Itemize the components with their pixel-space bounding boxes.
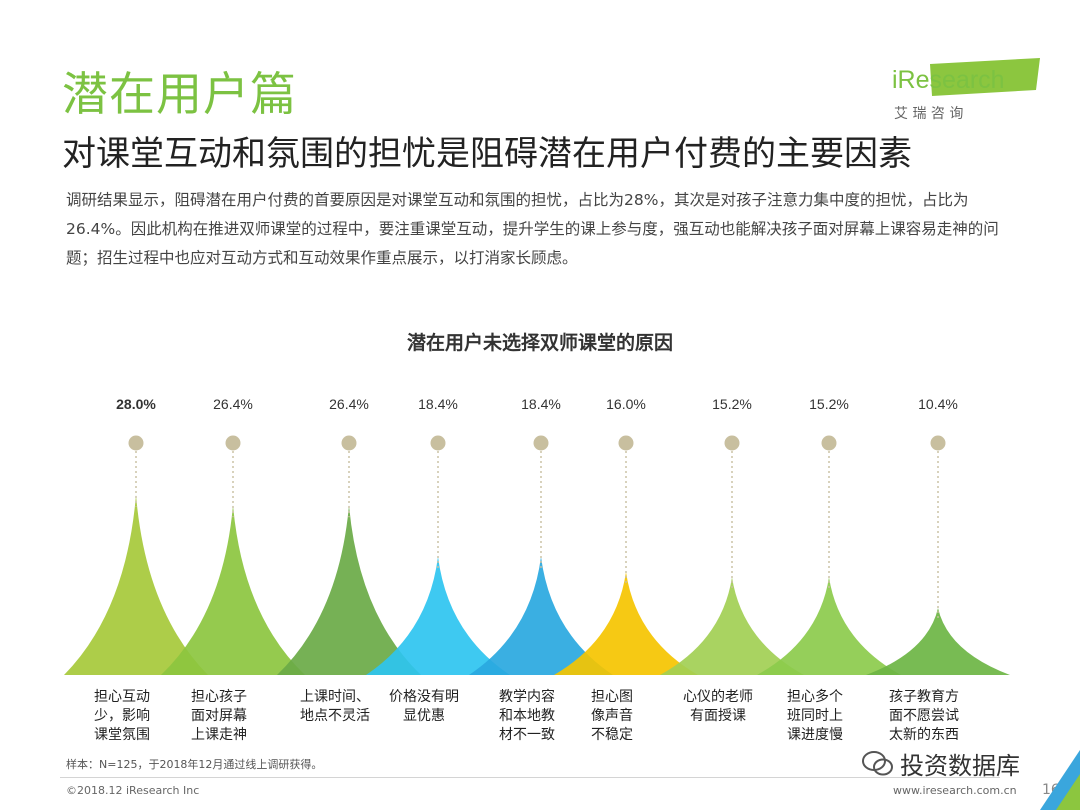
copyright: ©2018.12 iResearch Inc [66,784,200,797]
chart-value-labels: 28.0% 26.4% 26.4% 18.4% 18.4% 16.0% 15.2% 15.2%… [116,396,958,412]
peak-7 [660,577,804,675]
peak-1 [64,495,208,675]
chart-pins [128,435,946,621]
value-label-2: 26.4% [213,396,253,412]
reasons-chart: 28.0% 26.4% 26.4% 18.4% 18.4% 16.0% 15.2% 15.2%… [64,396,1010,743]
peak-2 [161,505,305,675]
category-label-8: 担心多个班同时上课进度慢 [787,688,843,743]
category-label-9: 孩子教育方面不愿尝试太新的东西 [889,689,959,743]
chart-peaks [64,495,1010,675]
category-label-7: 心仪的老师有面授课 [683,689,753,724]
value-label-4: 18.4% [418,396,458,412]
chart-title: 潜在用户未选择双师课堂的原因 [406,332,673,354]
pin-head-7 [724,435,740,451]
intro-paragraph: 调研结果显示，阻碍潜在用户付费的首要原因是对课堂互动和氛围的担忧，占比为28%，… [66,191,999,267]
peak-8 [757,577,901,675]
peak-9 [866,608,1010,675]
pin-head-3 [341,435,357,451]
pin-head-6 [618,435,634,451]
sample-footnote: 样本：N=125，于2018年12月通过线上调研获得。 [66,758,323,771]
corner-decoration [1040,750,1080,810]
value-label-6: 16.0% [606,396,646,412]
category-label-3: 上课时间、地点不灵活 [300,689,370,724]
value-label-7: 15.2% [712,396,752,412]
peak-4 [366,556,510,675]
logo-subtitle: 艾 瑞 咨 询 [894,106,963,122]
peak-6 [554,572,698,675]
footer-divider [60,777,1000,778]
category-label-2: 担心孩子面对屏幕上课走神 [191,689,247,743]
page-headline: 对课堂互动和氛围的担忧是阻碍潜在用户付费的主要因素 [62,134,912,174]
category-label-5: 教学内容和本地教材不一致 [499,688,555,743]
logo-wordmark: iResearch [892,66,1005,94]
value-label-5: 18.4% [521,396,561,412]
pin-head-1 [128,435,144,451]
wechat-icon [862,750,893,775]
category-label-4: 价格没有明显优惠 [389,689,459,724]
category-label-6: 担心图像声音不稳定 [591,689,633,743]
peak-3 [277,505,421,675]
category-label-1: 担心互动少，影响课堂氛围 [94,689,150,743]
iresearch-logo: iResearch 艾 瑞 咨 询 [892,58,1040,122]
pin-head-5 [533,435,549,451]
pin-head-8 [821,435,837,451]
logo-banner [930,58,1040,96]
pin-head-9 [930,435,946,451]
watermark: 投资数据库 [862,746,1020,781]
value-label-3: 26.4% [329,396,369,412]
peak-5 [469,556,613,675]
pin-head-2 [225,435,241,451]
section-title: 潜在用户篇 [62,67,297,121]
pin-head-4 [430,435,446,451]
value-label-9: 10.4% [918,396,958,412]
value-label-1: 28.0% [116,396,156,412]
watermark-text: 投资数据库 [900,752,1020,780]
website-link[interactable]: www.iresearch.com.cn [893,784,1017,797]
value-label-8: 15.2% [809,396,849,412]
